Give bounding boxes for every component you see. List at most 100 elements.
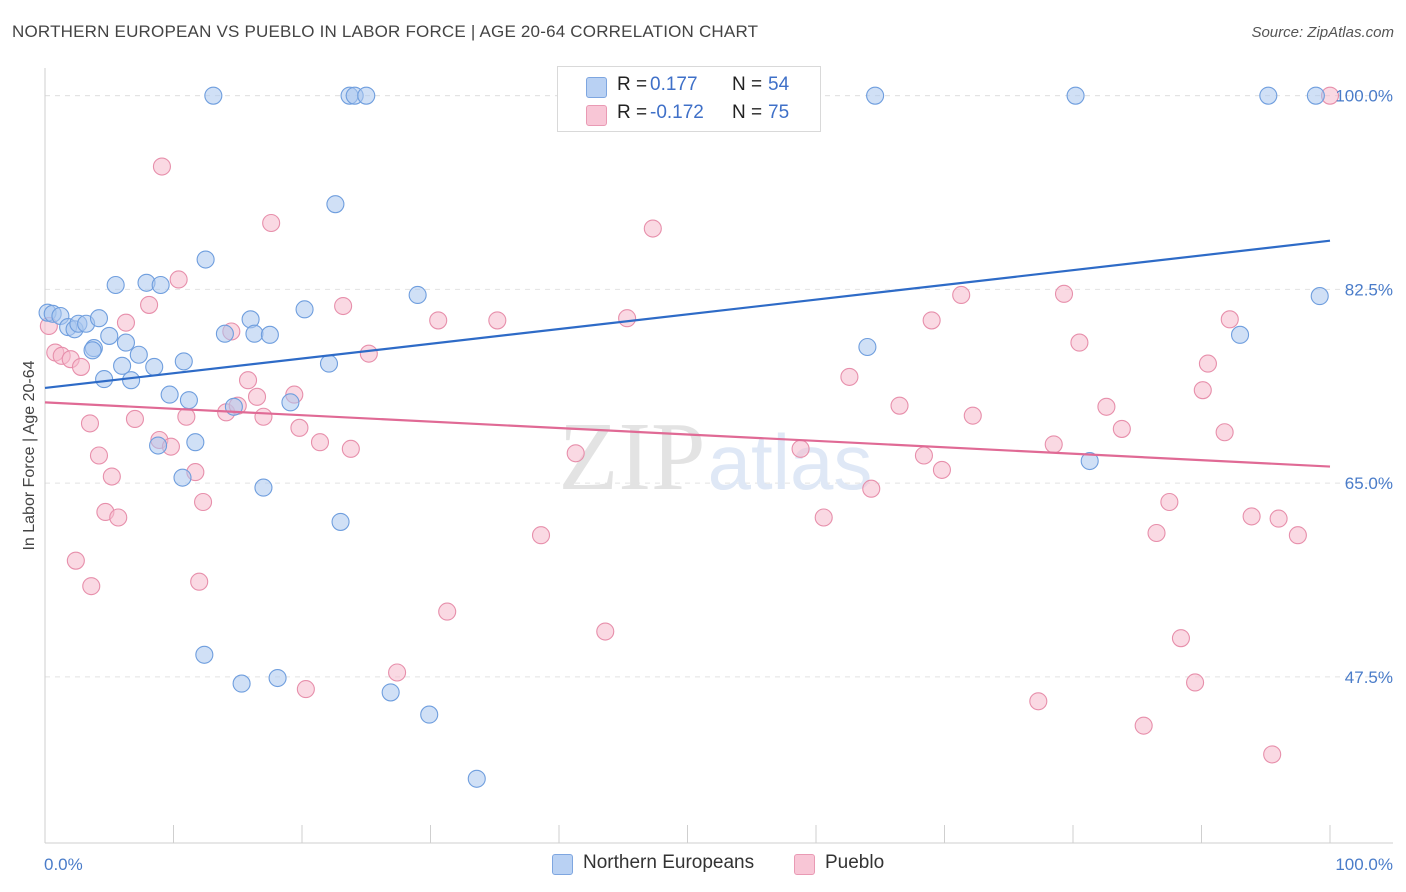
northern-european-point (1231, 325, 1250, 344)
northern-european-point (195, 645, 214, 664)
northern-europeans-trend-line (44, 239, 1331, 390)
pueblo-point (334, 296, 353, 316)
pueblo-point (1269, 509, 1288, 528)
pueblo-point (1112, 419, 1131, 438)
pueblo-point (914, 446, 933, 465)
x-tick-label-max: 100.0% (1335, 855, 1393, 874)
pueblo-point (618, 309, 637, 328)
pueblo-point (116, 313, 136, 332)
pueblo-point (932, 460, 951, 479)
pueblo-point (247, 387, 267, 406)
northern-european-point (319, 354, 339, 373)
series-legend: Northern Europeans Pueblo (0, 852, 1406, 878)
pueblo-trend-line (44, 401, 1331, 468)
pueblo-point (194, 492, 213, 512)
northern-european-point (1066, 86, 1085, 105)
axes (44, 68, 1393, 844)
northern-european-point (381, 683, 400, 702)
pueblo-point (1220, 310, 1239, 329)
tick-labels: 47.5% 65.0% 82.5% 100.0% 0.0% 100.0% In Labor … (21, 87, 1393, 874)
pueblo-point (429, 311, 448, 330)
northern-european-point (122, 371, 141, 390)
pueblo-point (359, 344, 378, 363)
northern-european-point (467, 769, 486, 788)
pueblo-point (1242, 507, 1261, 526)
pueblo-point (791, 439, 810, 458)
northern-european-point (245, 324, 264, 343)
pueblo-point (109, 508, 128, 527)
y-tick-label: 100.0% (1335, 87, 1393, 106)
northern-european-point (408, 285, 427, 305)
pueblo-point (438, 602, 457, 621)
northern-european-point (129, 345, 148, 364)
pueblo-point (952, 285, 971, 305)
northern-european-point (1306, 86, 1325, 105)
pueblo-point (89, 446, 109, 465)
northern-european-point (254, 478, 273, 497)
legend-n-value: 54 (768, 74, 790, 95)
pueblo-point (1160, 492, 1179, 512)
legend-swatch-pink (586, 105, 607, 126)
northern-european-point (179, 391, 198, 410)
pueblo-point (840, 367, 859, 386)
northern-european-point (116, 333, 136, 352)
northern-european-point (149, 436, 168, 455)
pueblo-point (262, 213, 281, 233)
pueblo-point (922, 311, 941, 330)
chart-title: NORTHERN EUROPEAN VS PUEBLO IN LABOR FOR… (12, 22, 759, 41)
northern-european-point (281, 393, 300, 412)
pueblo-point (1171, 629, 1190, 648)
trend-lines (44, 239, 1331, 468)
pueblo-point (1198, 354, 1217, 373)
pueblo-point (566, 444, 585, 463)
legend-n-label: N = (732, 74, 763, 95)
pueblo-point (169, 270, 188, 289)
pueblo-point (1186, 673, 1205, 692)
northern-european-point (106, 275, 125, 295)
pueblo-point (862, 479, 881, 498)
pueblo-point (1147, 523, 1166, 543)
pueblo-point (254, 407, 273, 426)
y-tick-label: 47.5% (1345, 668, 1393, 687)
pueblo-point (1215, 423, 1234, 442)
pueblo-point (102, 467, 121, 486)
legend-n-label: N = (732, 102, 763, 123)
pueblo-point (80, 414, 100, 433)
pueblo-point (1054, 284, 1074, 303)
northern-european-point (95, 370, 114, 389)
northern-european-point (866, 86, 885, 105)
legend-swatch-pink (794, 854, 815, 875)
watermark: ZIP atlas (559, 403, 873, 511)
legend-label: Northern Europeans (583, 852, 755, 873)
pueblo-point (82, 577, 101, 596)
pueblo-point (596, 622, 615, 641)
northern-european-point (186, 433, 205, 452)
legend-r-value: -0.172 (650, 102, 704, 123)
pueblo-point (310, 433, 330, 452)
pueblo-point (1097, 397, 1116, 416)
pueblo-point (814, 508, 833, 527)
northern-european-point (173, 468, 192, 487)
northern-european-point (196, 250, 215, 269)
northern-european-point (89, 309, 109, 328)
pueblo-point (1070, 333, 1089, 352)
northern-european-point (232, 674, 251, 693)
pueblo-point (1134, 716, 1153, 735)
northern-european-point (326, 195, 345, 214)
northern-european-point (268, 668, 287, 688)
northern-european-point (357, 86, 376, 105)
pueblo-point (488, 311, 507, 330)
y-tick-label: 82.5% (1345, 280, 1393, 299)
northern-europeans-points (38, 86, 1329, 788)
pueblo-point (152, 157, 171, 176)
correlation-legend: R = 0.177 N = 54 R = -0.172 N = 75 (557, 66, 821, 132)
pueblo-point (963, 406, 982, 425)
northern-european-point (858, 337, 877, 357)
pueblo-point (1263, 745, 1282, 764)
pueblo-points (39, 86, 1340, 764)
pueblo-point (890, 396, 909, 415)
pueblo-point (643, 219, 662, 238)
pueblo-point (71, 357, 91, 376)
pueblo-point (341, 439, 360, 458)
